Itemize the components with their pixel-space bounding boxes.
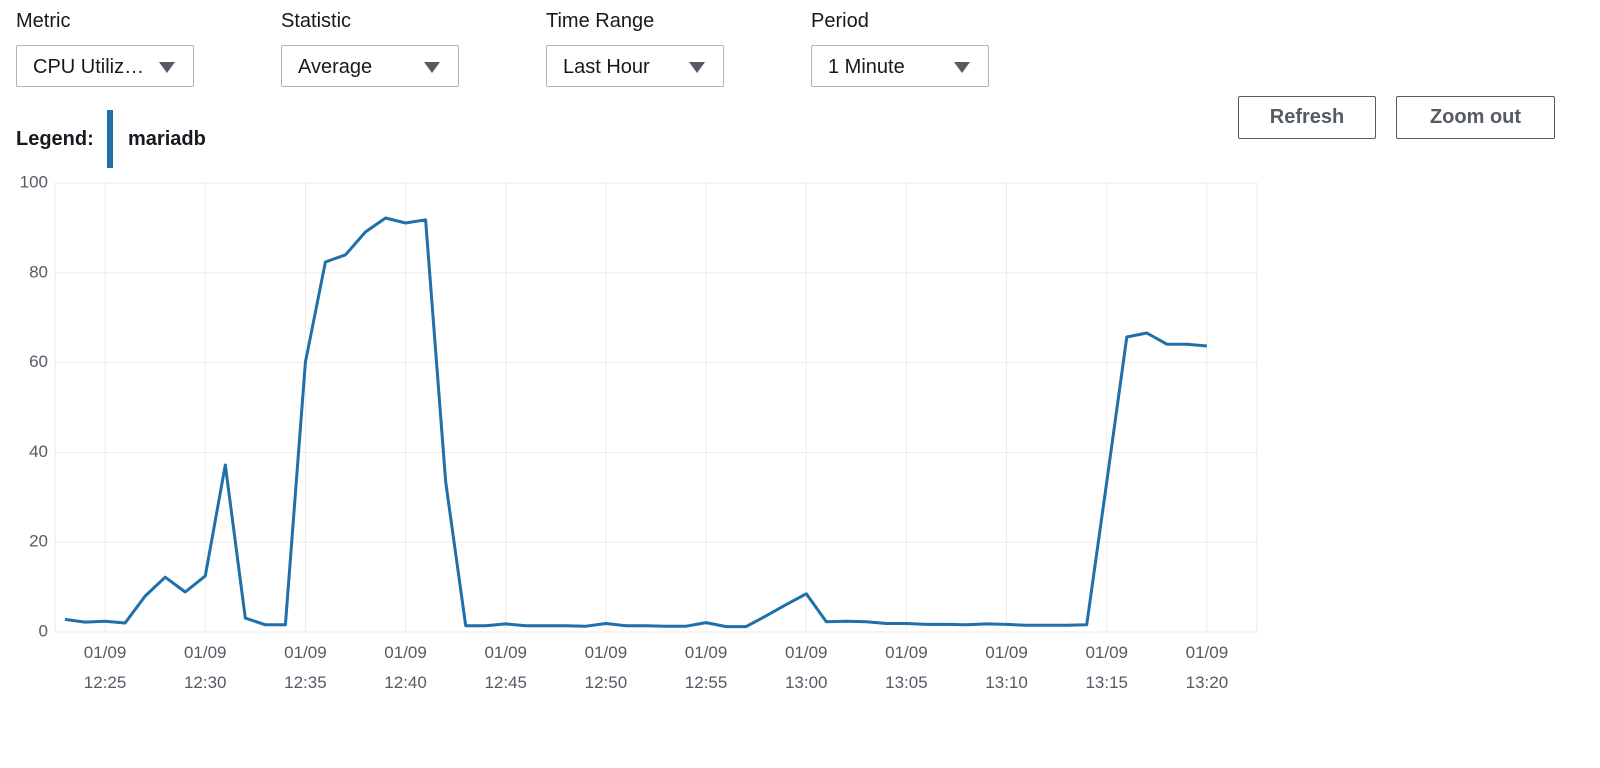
legend-label: Legend: xyxy=(16,128,94,150)
control-label: Statistic xyxy=(281,10,352,32)
x-tick-date: 01/09 xyxy=(1186,643,1229,662)
x-tick-time: 12:50 xyxy=(585,673,628,692)
control-label: Metric xyxy=(16,10,71,32)
y-tick-label: 0 xyxy=(39,621,48,640)
x-tick-label: 01/09 12:45 xyxy=(484,643,527,692)
x-tick-time: 12:35 xyxy=(284,673,327,692)
y-tick-label: 60 xyxy=(29,352,48,371)
caret xyxy=(954,62,970,73)
x-tick-date: 01/09 xyxy=(484,643,527,662)
plot-area xyxy=(54,182,1258,633)
x-tick-time: 13:15 xyxy=(1085,673,1128,692)
x-tick-date: 01/09 xyxy=(585,643,628,662)
x-tick-label: 01/09 12:25 xyxy=(84,643,127,692)
dropdown-value: 1 Minute xyxy=(828,56,905,78)
x-tick-label: 01/09 12:35 xyxy=(284,643,327,692)
x-tick-date: 01/09 xyxy=(785,643,828,662)
x-tick-label: 01/09 13:10 xyxy=(985,643,1028,692)
x-tick-date: 01/09 xyxy=(284,643,327,662)
y-tick-label: 20 xyxy=(29,532,48,551)
data-line xyxy=(64,216,1208,629)
x-tick-date: 01/09 xyxy=(384,643,427,662)
x-tick-time: 13:10 xyxy=(985,673,1028,692)
legend-entry: mariadb xyxy=(128,128,206,150)
y-tick-label: 100 xyxy=(20,172,48,191)
x-tick-date: 01/09 xyxy=(985,643,1028,662)
caret xyxy=(424,62,440,73)
dropdown[interactable]: Average xyxy=(281,45,459,87)
dropdown-value: Average xyxy=(298,56,373,78)
x-tick-label: 01/09 13:15 xyxy=(1085,643,1128,692)
dropdown-value: Last Hour xyxy=(563,56,650,78)
y-tick-label: 40 xyxy=(29,442,48,461)
dropdown[interactable]: CPU Utiliz… xyxy=(16,45,194,87)
x-tick-label: 01/09 12:55 xyxy=(685,643,728,692)
dropdown-value: CPU Utiliz… xyxy=(33,56,145,78)
x-tick-date: 01/09 xyxy=(885,643,928,662)
x-tick-time: 13:20 xyxy=(1186,673,1229,692)
x-tick-label: 01/09 13:05 xyxy=(885,643,928,692)
x-tick-label: 01/09 12:50 xyxy=(585,643,628,692)
control-label: Period xyxy=(811,10,869,32)
x-tick-date: 01/09 xyxy=(84,643,127,662)
x-tick-label: 01/09 13:20 xyxy=(1186,643,1229,692)
y-tick-label: 80 xyxy=(29,262,48,281)
x-tick-label: 01/09 12:40 xyxy=(384,643,427,692)
x-tick-label: 01/09 13:00 xyxy=(785,643,828,692)
dropdown[interactable]: 1 Minute xyxy=(811,45,989,87)
control-label: Time Range xyxy=(546,10,655,32)
x-tick-date: 01/09 xyxy=(685,643,728,662)
x-tick-time: 13:05 xyxy=(885,673,928,692)
x-tick-time: 12:40 xyxy=(384,673,427,692)
x-tick-time: 12:55 xyxy=(685,673,728,692)
x-tick-time: 12:25 xyxy=(84,673,127,692)
caret xyxy=(159,62,175,73)
x-tick-time: 13:00 xyxy=(785,673,828,692)
dropdown[interactable]: Last Hour xyxy=(546,45,724,87)
x-tick-time: 12:45 xyxy=(484,673,527,692)
caret xyxy=(689,62,705,73)
x-tick-date: 01/09 xyxy=(184,643,227,662)
x-tick-time: 12:30 xyxy=(184,673,227,692)
x-tick-label: 01/09 12:30 xyxy=(184,643,227,692)
zoom-out-button[interactable]: Zoom out xyxy=(1396,96,1555,139)
legend-swatch xyxy=(107,110,113,168)
x-tick-date: 01/09 xyxy=(1085,643,1128,662)
refresh-button[interactable]: Refresh xyxy=(1238,96,1376,139)
